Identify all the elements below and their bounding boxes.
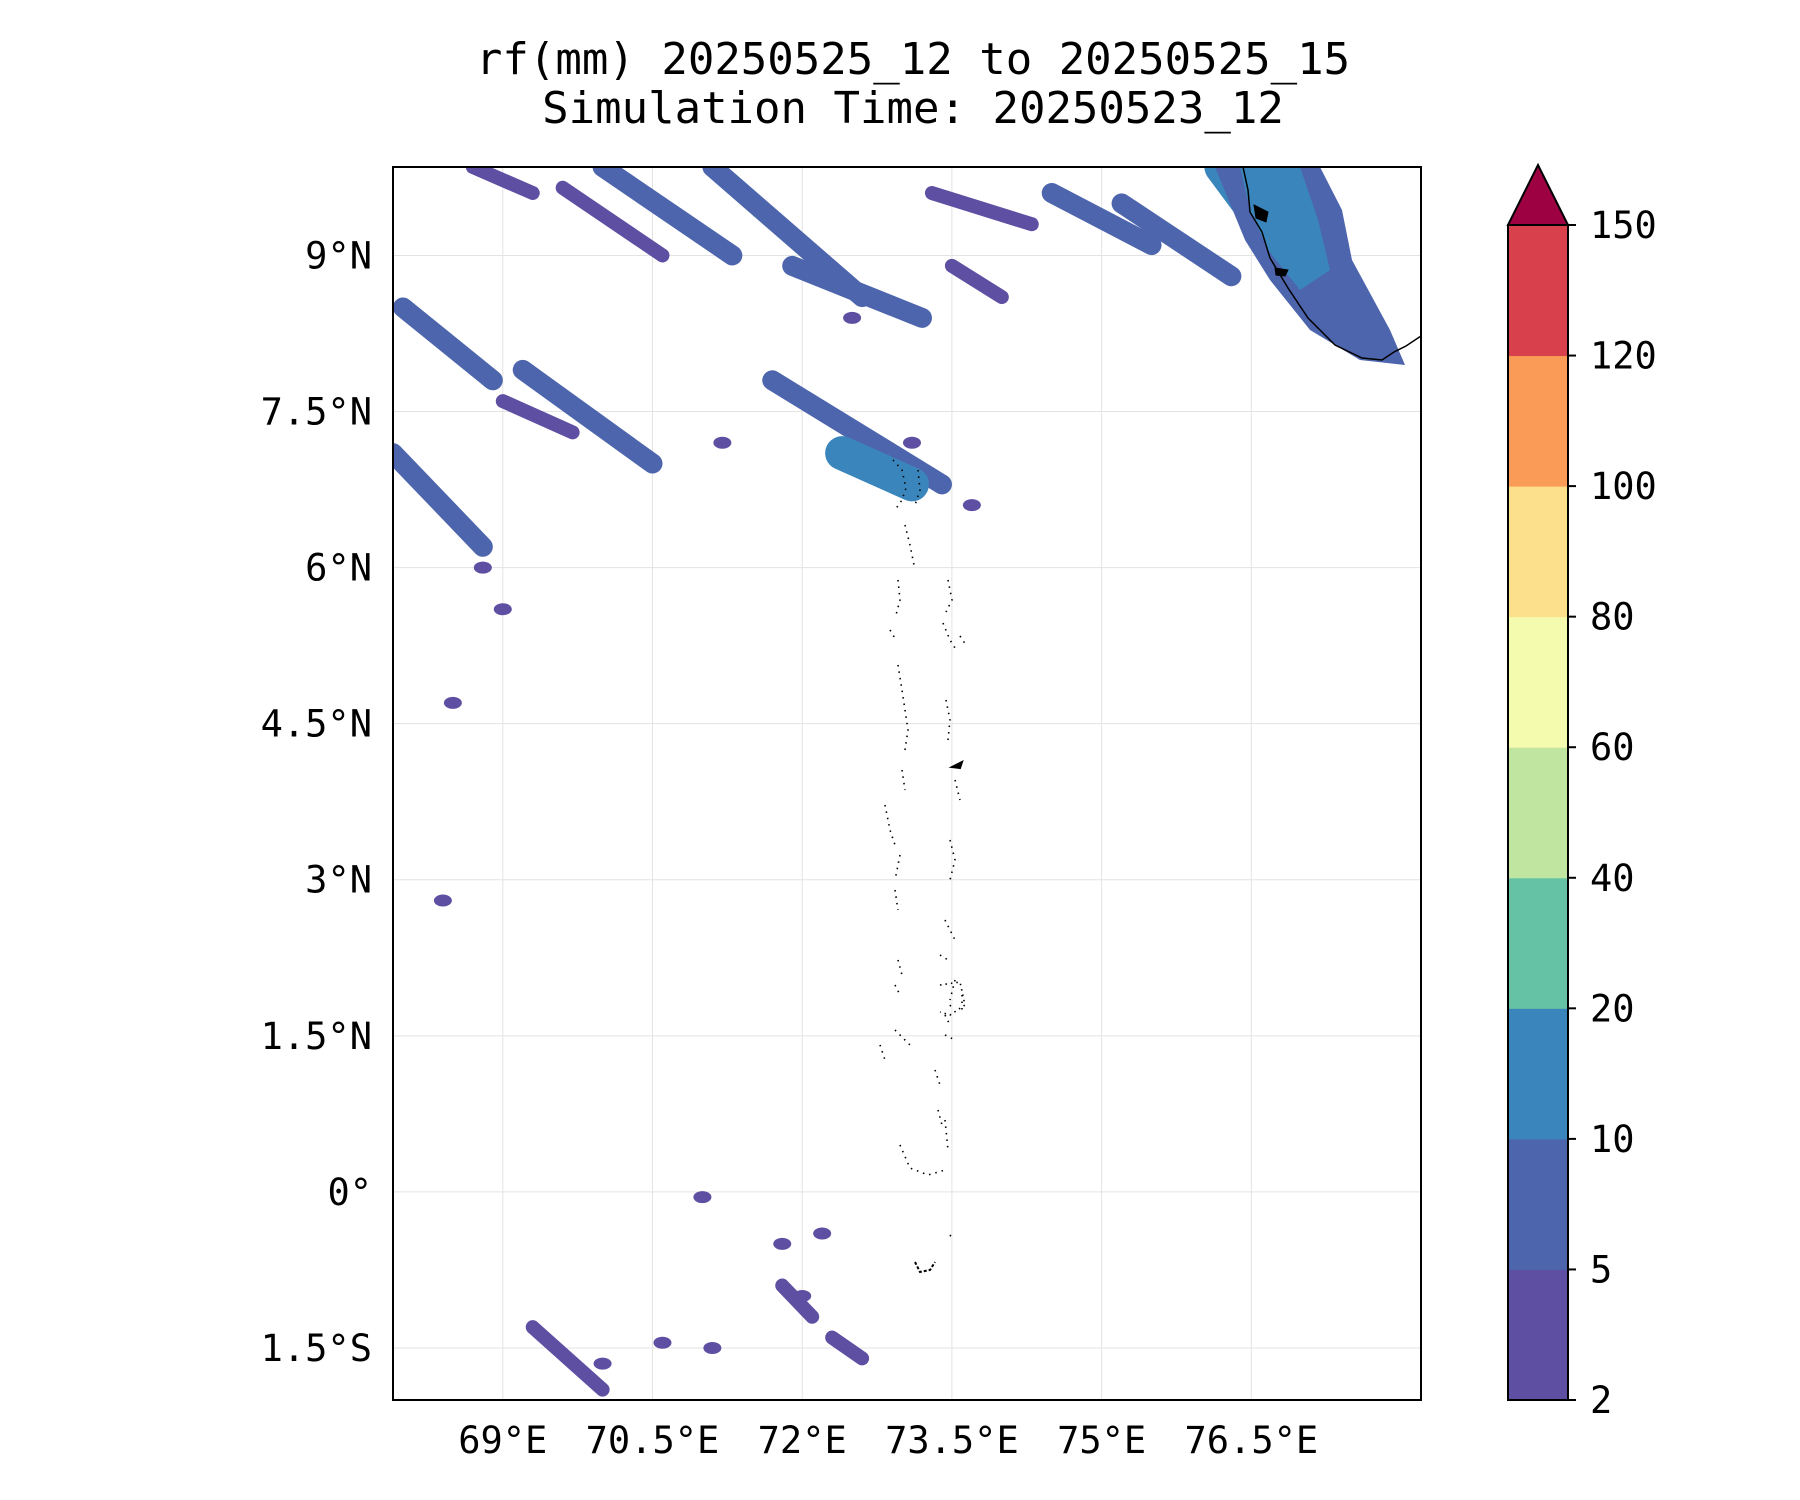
rain-cell-2 (703, 1341, 722, 1354)
lat-tick-label: 0° (327, 1171, 372, 1214)
colorbar: 2 5 10 20 40 60 80 100 120 150 (1506, 162, 1657, 1422)
rain-band-2 (592, 167, 743, 266)
colorbar-segment-100 (1508, 355, 1568, 487)
rain-band-5 (924, 186, 1039, 232)
colorbar-segment-40 (1508, 747, 1568, 879)
coastlines (879, 167, 1421, 1274)
rain-cell-4 (813, 1227, 832, 1240)
rain-band-6 (944, 258, 1009, 305)
rain-band-13 (825, 436, 929, 502)
rain-cell-14 (902, 436, 921, 449)
colorbar-frame (1507, 224, 1569, 1401)
rain-cell-12 (962, 499, 981, 512)
latitude-ticks: 9°N 7.5°N 6°N 4.5°N 3°N 1.5°N 0° 1.5°S (261, 234, 372, 1370)
rain-band-9 (393, 297, 503, 391)
rain-band-7 (1041, 183, 1162, 256)
rain-cell-11 (713, 436, 732, 449)
colorbar-segment-80 (1508, 486, 1568, 618)
rain-cell-9 (473, 561, 492, 574)
map-title-line-1: rf(mm) 20250525_12 to 20250525_15 (475, 34, 1351, 85)
rain-cell-5 (693, 1191, 712, 1204)
island-addu (914, 1261, 936, 1274)
map-frame (392, 166, 1422, 1401)
colorbar-segment-120 (1508, 225, 1568, 357)
rain-cell-8 (433, 894, 452, 907)
colorbar-segment-10 (1508, 1008, 1568, 1140)
colorbar-label-5: 5 (1590, 1248, 1612, 1291)
colorbar-label-2: 2 (1590, 1379, 1612, 1422)
islands-laccadive (889, 459, 967, 649)
gridlines (393, 167, 1421, 1400)
rain-cell-0 (593, 1357, 612, 1370)
colorbar-segment-5 (1508, 1138, 1568, 1270)
map-title-line-2: Simulation Time: 20250523_12 (542, 83, 1284, 134)
rain-band-16 (525, 1320, 610, 1397)
rain-region-coast-core (1240, 167, 1330, 290)
map-background (393, 167, 1421, 1400)
precipitation-layer (393, 167, 1421, 1397)
rain-band-14 (393, 443, 493, 557)
lat-tick-label: 1.5°S (261, 1327, 372, 1370)
lon-tick-label: 69°E (458, 1419, 547, 1462)
colorbar-extend-max (1506, 162, 1570, 226)
colorbar-label-20: 20 (1590, 987, 1635, 1030)
colorbar-segment-20 (1508, 877, 1568, 1009)
lat-tick-label: 3°N (305, 859, 372, 902)
coastline-backwater (1253, 204, 1289, 277)
colorbar-label-10: 10 (1590, 1118, 1635, 1161)
rain-band-1 (555, 180, 670, 263)
colorbar-label-120: 120 (1590, 335, 1657, 378)
rain-band-11 (495, 394, 580, 440)
colorbar-label-150: 150 (1590, 204, 1657, 247)
colorbar-label-80: 80 (1590, 596, 1635, 639)
lon-tick-label: 73.5°E (885, 1419, 1019, 1462)
lat-tick-label: 9°N (305, 234, 372, 277)
rain-bands (393, 167, 1405, 1397)
colorbar-segment-2 (1508, 1269, 1568, 1401)
rain-band-8 (1111, 193, 1242, 287)
longitude-ticks: 69°E 70.5°E 72°E 73.5°E 75°E 76.5°E (458, 1419, 1318, 1462)
islands-maldives (879, 664, 963, 1239)
colorbar-label-100: 100 (1590, 465, 1657, 508)
rain-band-4 (782, 255, 932, 328)
lat-tick-label: 6°N (305, 547, 372, 590)
lat-tick-label: 4.5°N (261, 703, 372, 746)
island-male (948, 760, 964, 770)
rain-cell-1 (653, 1336, 672, 1349)
lon-tick-label: 75°E (1057, 1419, 1146, 1462)
rain-band-0 (465, 167, 540, 201)
rain-cell-3 (773, 1237, 792, 1250)
colorbar-label-60: 60 (1590, 726, 1635, 769)
colorbar-segment-60 (1508, 616, 1568, 748)
lon-tick-label: 76.5°E (1185, 1419, 1319, 1462)
colorbar-label-40: 40 (1590, 857, 1635, 900)
coastline-india (1242, 167, 1421, 361)
rain-band-18 (825, 1330, 870, 1366)
lat-tick-label: 1.5°N (261, 1015, 372, 1058)
rain-band-10 (512, 359, 663, 474)
rain-cell-6 (793, 1289, 812, 1302)
lon-tick-label: 72°E (758, 1419, 847, 1462)
lon-tick-label: 70.5°E (586, 1419, 720, 1462)
rain-cell-13 (843, 311, 862, 324)
rain-band-17 (775, 1278, 820, 1324)
lat-tick-label: 7.5°N (261, 391, 372, 434)
rain-cell-10 (493, 603, 512, 616)
rain-cell-7 (443, 696, 462, 709)
